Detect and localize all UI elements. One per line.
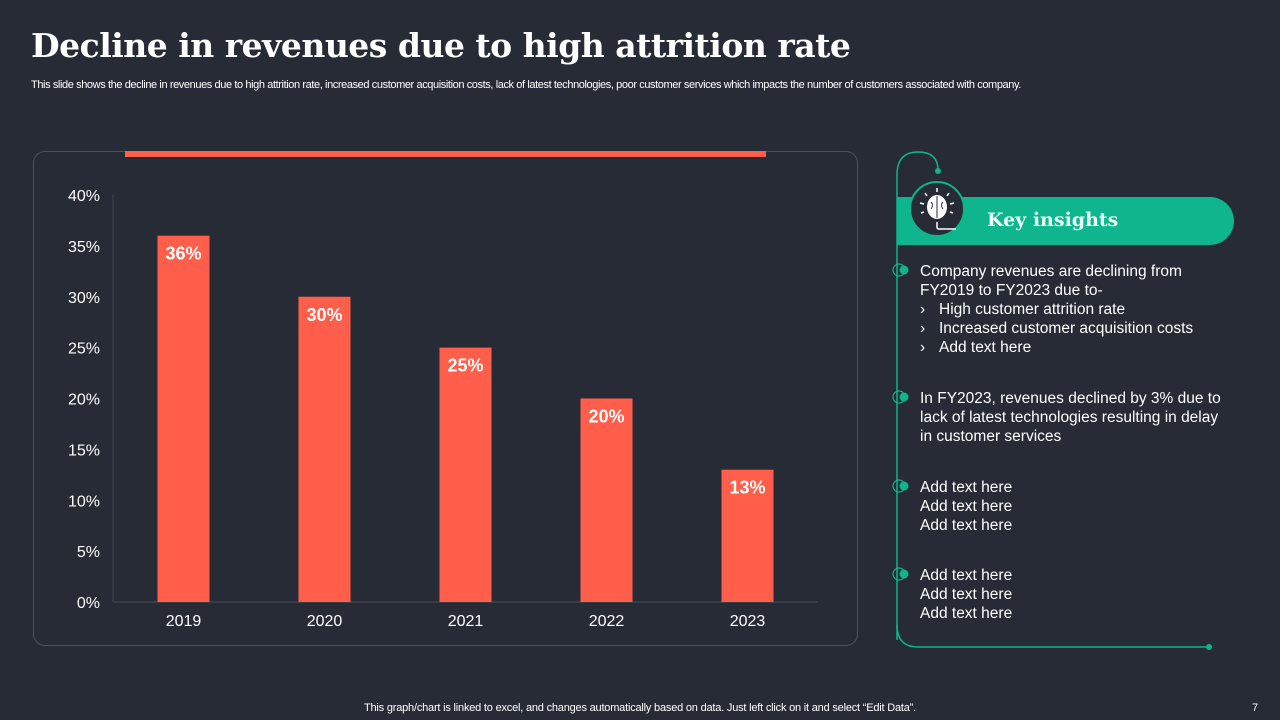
x-tick-label: 2021 (448, 613, 484, 630)
insight-1-line: Company revenues are declining from (920, 263, 1182, 280)
y-tick-label: 35% (68, 239, 100, 256)
bar-2019[interactable] (157, 235, 210, 602)
y-tick-label: 15% (68, 442, 100, 459)
bar-2023[interactable] (721, 469, 774, 602)
footer-note: This graph/chart is linked to excel, and… (364, 702, 916, 714)
insight-4-line: Add text here (920, 605, 1013, 622)
sub-text: High customer attrition rate (939, 301, 1126, 318)
data-label: 25% (447, 356, 483, 376)
data-label: 36% (165, 244, 201, 264)
y-tick-label: 25% (68, 341, 100, 358)
bar-2021[interactable] (439, 347, 492, 602)
insight-1-line: FY2019 to FY2023 due to- (920, 282, 1103, 299)
insight-3-line: Add text here (920, 479, 1013, 496)
brain-lightbulb-icon (909, 181, 965, 237)
key-insights-title: Key insights (987, 209, 1119, 231)
insight-3-line: Add text here (920, 517, 1013, 534)
y-tick-label: 20% (68, 392, 100, 409)
insight-3-line: Add text here (920, 498, 1013, 515)
x-tick-label: 2020 (307, 613, 343, 630)
bar-2022[interactable] (580, 398, 633, 603)
insight-1-sub: › High customer attrition rate (920, 300, 1193, 319)
y-tick-label: 0% (77, 595, 100, 612)
insight-4: Add text here Add text here Add text her… (920, 566, 1012, 623)
y-tick-label: 5% (77, 544, 100, 561)
x-tick-label: 2022 (589, 613, 625, 630)
insight-1-sub: › Add text here (920, 338, 1193, 357)
insight-4-line: Add text here (920, 586, 1013, 603)
data-label: 13% (729, 478, 765, 498)
page-title: Decline in revenues due to high attritio… (31, 26, 851, 65)
chevron-right-icon: › (920, 339, 926, 356)
bar-2020[interactable] (298, 296, 351, 602)
page-subtitle: This slide shows the decline in revenues… (31, 79, 1021, 91)
insight-4-line: Add text here (920, 567, 1013, 584)
sub-text: Increased customer acquisition costs (939, 320, 1194, 337)
x-tick-label: 2019 (166, 613, 202, 630)
y-tick-label: 10% (68, 493, 100, 510)
data-label: 20% (588, 407, 624, 427)
x-tick-label: 2023 (730, 613, 766, 630)
y-tick-label: 40% (68, 188, 100, 205)
data-label: 30% (306, 305, 342, 325)
chart-accent-bar (125, 151, 766, 157)
page-number: 7 (1252, 702, 1259, 714)
insight-2: In FY2023, revenues declined by 3% due t… (920, 389, 1221, 446)
insight-1: Company revenues are declining from FY20… (920, 262, 1193, 357)
y-tick-label: 30% (68, 290, 100, 307)
insight-2-line: in customer services (920, 428, 1062, 445)
insight-2-line: In FY2023, revenues declined by 3% due t… (920, 390, 1221, 407)
insight-3: Add text here Add text here Add text her… (920, 478, 1012, 535)
sub-text: Add text here (939, 339, 1032, 356)
insight-2-line: lack of latest technologies resulting in… (920, 409, 1219, 426)
chevron-right-icon: › (920, 320, 926, 337)
chevron-right-icon: › (920, 301, 926, 318)
insight-1-sub: › Increased customer acquisition costs (920, 319, 1193, 338)
